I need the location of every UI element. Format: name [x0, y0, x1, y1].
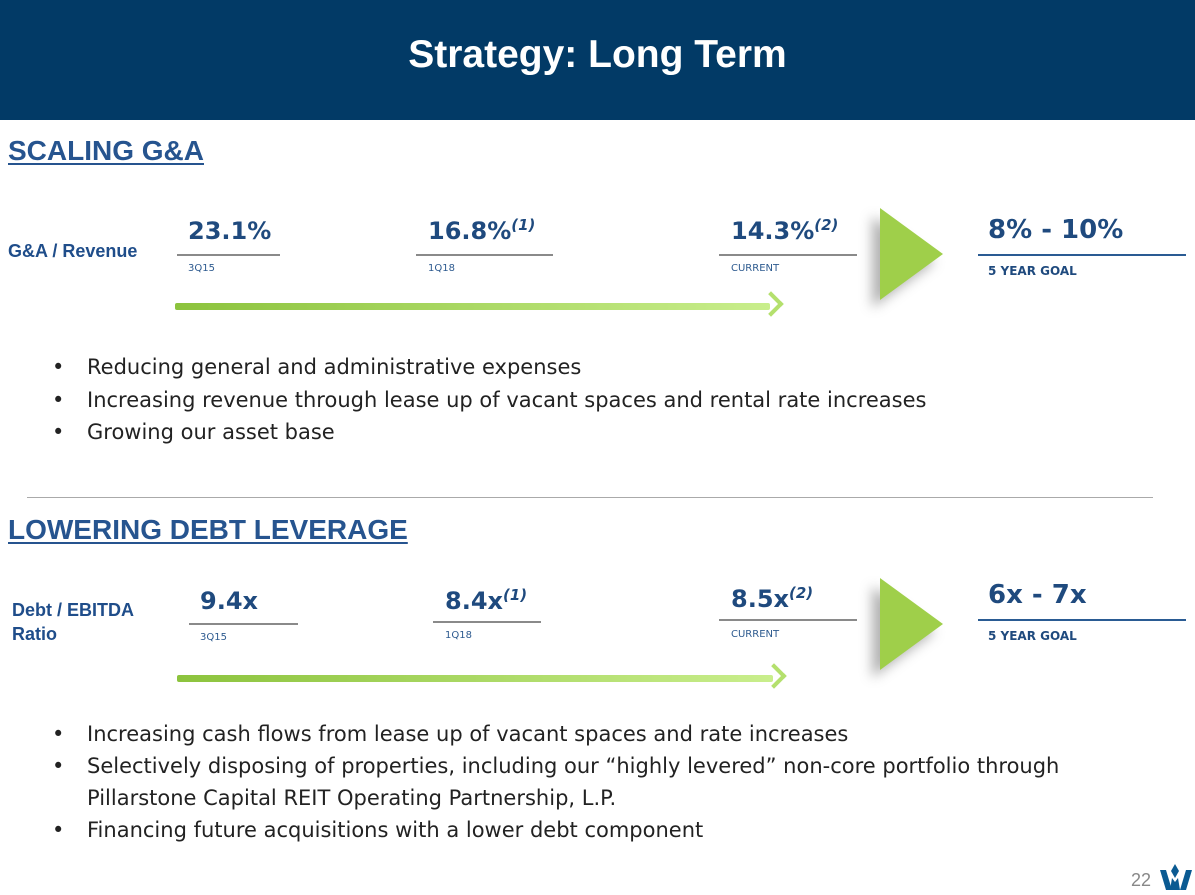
period-label: 3Q15	[200, 632, 227, 643]
divider-rule	[433, 621, 541, 623]
period-label: 3Q15	[188, 263, 215, 274]
section-heading-debt-leverage: LOWERING DEBT LEVERAGE	[8, 514, 408, 545]
metric-value-1q18: 8.4x(1)	[445, 586, 528, 615]
page-number: 22	[1131, 870, 1152, 890]
divider-rule	[719, 619, 857, 621]
goal-rule	[978, 254, 1186, 256]
metric-label-line2: Ratio	[12, 624, 57, 644]
title-bar	[0, 0, 1195, 120]
metric-label: G&A / Revenue	[8, 241, 138, 261]
progress-arrow-icon	[175, 303, 770, 310]
goal-label: 5 YEAR GOAL	[988, 629, 1077, 643]
metric-label-line1: Debt / EBITDA	[12, 600, 135, 620]
goal-value: 6x - 7x	[988, 580, 1087, 610]
divider-rule	[416, 254, 553, 256]
company-logo-icon	[1160, 864, 1192, 890]
page-title: Strategy: Long Term	[408, 33, 787, 76]
goal-label: 5 YEAR GOAL	[988, 264, 1077, 278]
metric-value-3q15: 9.4x	[200, 587, 258, 615]
divider-rule	[189, 623, 298, 625]
goal-value: 8% - 10%	[988, 215, 1124, 245]
play-triangle-icon	[880, 208, 943, 300]
progress-arrow-icon	[177, 675, 773, 682]
goal-rule	[978, 619, 1186, 621]
metric-value-current: 14.3%(2)	[731, 216, 839, 245]
metric-value-3q15: 23.1%	[188, 217, 272, 245]
period-label: 1Q18	[445, 630, 472, 641]
metric-value-current: 8.5x(2)	[731, 584, 814, 613]
play-triangle-icon	[880, 578, 943, 670]
metric-value-1q18: 16.8%(1)	[428, 216, 536, 245]
section-heading-scaling-ga: SCALING G&A	[8, 135, 204, 166]
divider-rule	[719, 254, 857, 256]
section-divider	[27, 497, 1153, 498]
period-label: CURRENT	[731, 629, 780, 640]
divider-rule	[177, 254, 280, 256]
period-label: 1Q18	[428, 263, 455, 274]
period-label: CURRENT	[731, 263, 780, 274]
